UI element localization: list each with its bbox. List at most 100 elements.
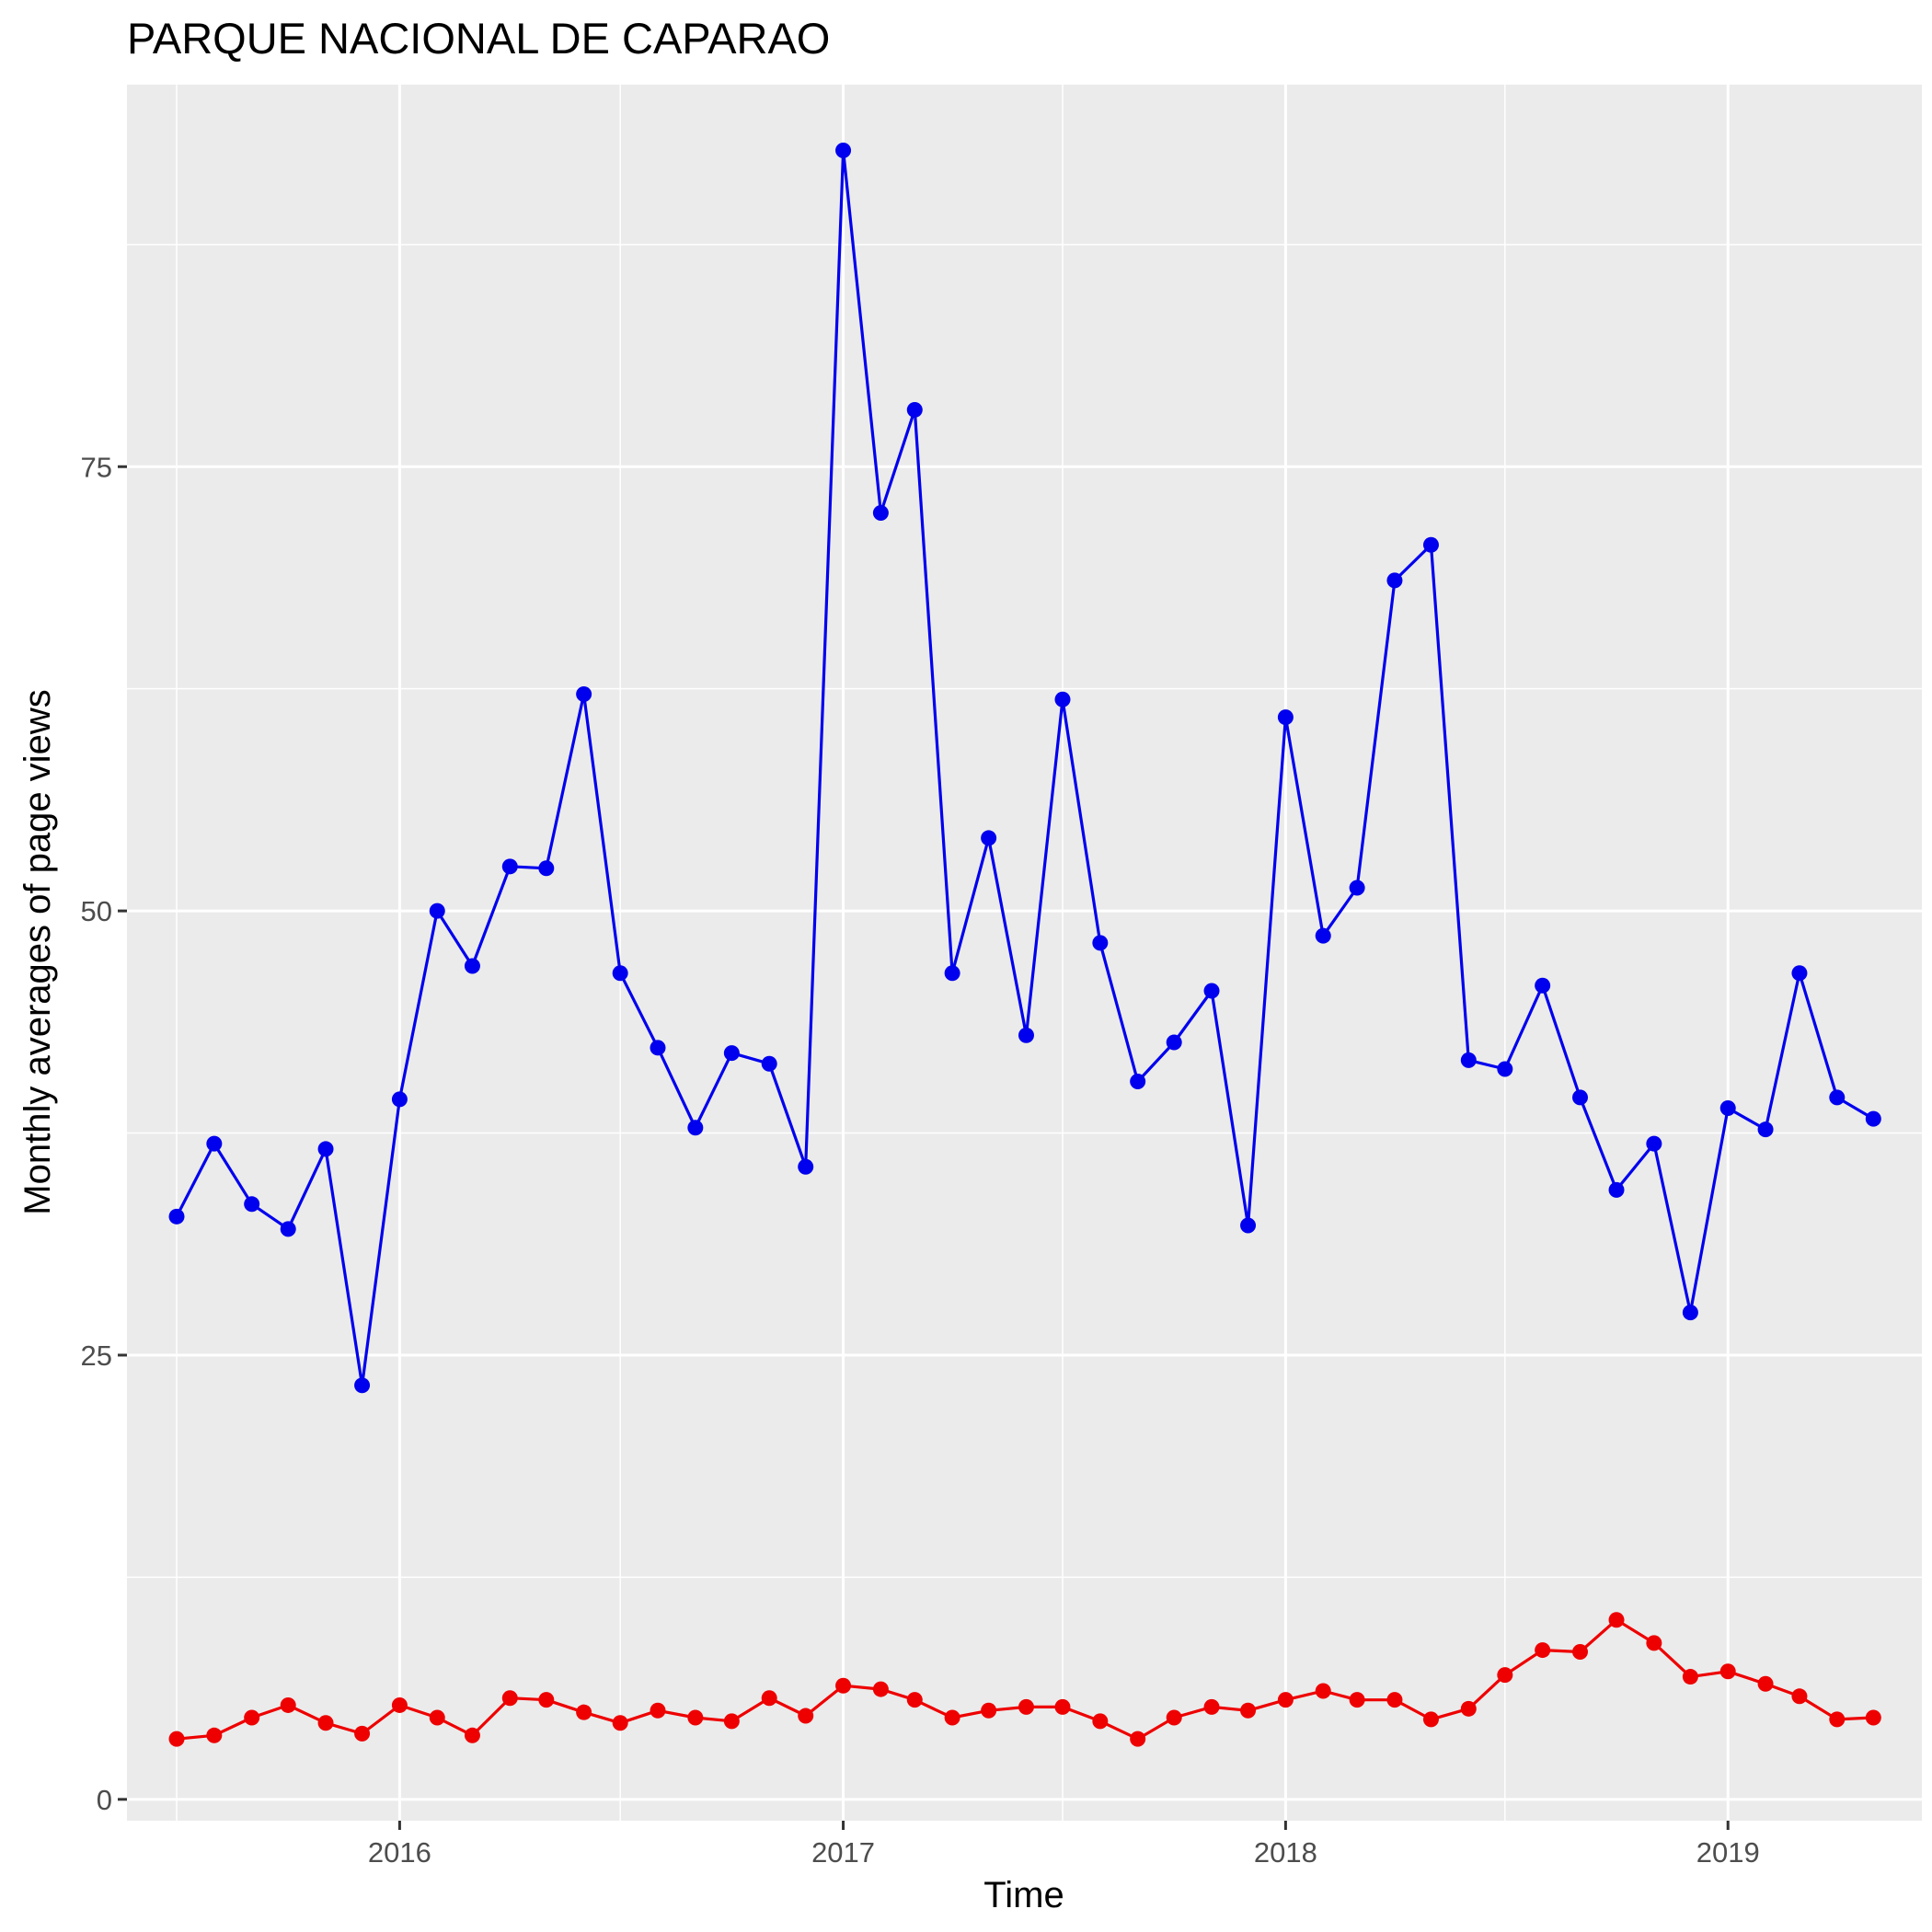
series-2-point (872, 1681, 889, 1697)
series-1-point (906, 401, 923, 418)
y-axis-title: Monthly averages of page views (17, 689, 58, 1214)
series-1-point (1719, 1099, 1736, 1116)
series-2-point (1608, 1612, 1625, 1628)
series-1-point (1092, 935, 1109, 951)
series-2-point (1865, 1709, 1881, 1726)
series-2-point (798, 1708, 814, 1724)
series-2-point (1349, 1692, 1365, 1708)
series-1-point (981, 830, 997, 846)
series-1-point (1315, 927, 1331, 944)
series-1-point (464, 958, 480, 974)
series-2-point (906, 1692, 923, 1708)
series-2-point (1240, 1702, 1257, 1719)
series-1-point (538, 860, 555, 877)
series-2-point (429, 1709, 445, 1726)
series-2-point (1422, 1711, 1439, 1728)
series-1-point (1166, 1034, 1182, 1051)
series-1-point (1572, 1089, 1589, 1106)
x-tick-label: 2019 (1696, 1836, 1760, 1869)
x-axis-title: Time (983, 1875, 1064, 1915)
series-2-point (168, 1731, 185, 1747)
series-2-point (1054, 1698, 1071, 1715)
series-1-point (1865, 1110, 1881, 1127)
series-2-point (650, 1702, 666, 1719)
series-2-point (1646, 1635, 1662, 1651)
series-2-point (206, 1727, 223, 1743)
series-2-point (391, 1696, 408, 1713)
series-1-point (168, 1208, 185, 1225)
series-2-point (538, 1692, 555, 1708)
series-1-point (1018, 1027, 1034, 1043)
y-tick-label: 50 (81, 895, 112, 927)
series-2-point (1719, 1663, 1736, 1680)
series-1-point (650, 1040, 666, 1056)
series-2-point (1166, 1709, 1182, 1726)
series-1-point (761, 1055, 777, 1072)
series-2-point (1497, 1667, 1513, 1684)
series-1-point (723, 1045, 740, 1062)
series-1-point (687, 1120, 704, 1136)
y-axis: 0 25 50 75 (81, 451, 127, 1816)
series-2-point (723, 1713, 740, 1730)
series-1-point (1386, 572, 1403, 589)
series-1-point (1829, 1089, 1846, 1106)
series-2-point (687, 1709, 704, 1726)
series-2-point (354, 1725, 371, 1742)
series-2-point (317, 1715, 334, 1731)
x-axis: 2016 2017 2018 2019 (368, 1821, 1760, 1869)
series-1-point (1203, 983, 1220, 999)
series-2-point (1277, 1692, 1294, 1708)
series-2-point (464, 1727, 480, 1743)
series-1-point (1535, 977, 1551, 994)
series-1-point (1054, 691, 1071, 707)
series-1-point (1791, 965, 1808, 982)
series-layer (168, 142, 1881, 1747)
series-2-point (1315, 1683, 1331, 1699)
series-1-point (1608, 1181, 1625, 1198)
series-2-point (1791, 1688, 1808, 1705)
series-1-point (206, 1135, 223, 1152)
series-2-point (1757, 1675, 1774, 1692)
series-2-point (1535, 1642, 1551, 1659)
series-2-point (501, 1690, 518, 1707)
series-2-point (1386, 1692, 1403, 1708)
plot-panel (127, 85, 1922, 1821)
chart-title: PARQUE NACIONAL DE CAPARAO (127, 14, 830, 63)
series-1-point (798, 1158, 814, 1175)
series-2-point (244, 1709, 260, 1726)
x-tick-label: 2017 (811, 1836, 875, 1869)
series-1-point (576, 685, 592, 702)
major-gridlines (127, 85, 1922, 1821)
y-tick-label: 75 (81, 451, 112, 483)
series-1-point (835, 142, 852, 158)
y-tick-label: 0 (97, 1784, 112, 1816)
series-1-point (280, 1221, 296, 1237)
series-1-point (944, 965, 960, 982)
series-2-point (1018, 1698, 1034, 1715)
series-2-point (1572, 1644, 1589, 1661)
series-2-point (612, 1715, 628, 1731)
series-1-point (501, 858, 518, 875)
x-tick-label: 2016 (368, 1836, 431, 1869)
minor-gridlines (127, 85, 1922, 1821)
series-2-point (1203, 1698, 1220, 1715)
series-1-point (1682, 1305, 1698, 1321)
series-1-point (1240, 1217, 1257, 1234)
series-1-point (1422, 536, 1439, 553)
series-1-point (1130, 1074, 1146, 1090)
series-1-point (612, 965, 628, 982)
series-1-point (1497, 1061, 1513, 1077)
series-2-point (1130, 1731, 1146, 1747)
series-1-point (1277, 709, 1294, 726)
series-2-point (1092, 1713, 1109, 1730)
series-2-point (280, 1696, 296, 1713)
series-2-point (944, 1709, 960, 1726)
series-2-point (1460, 1700, 1477, 1717)
series-1-point (872, 504, 889, 521)
series-1-point (1349, 880, 1365, 896)
series-1-point (1757, 1121, 1774, 1138)
series-1-point (244, 1196, 260, 1213)
series-1-point (1646, 1135, 1662, 1152)
series-1-point (391, 1091, 408, 1108)
